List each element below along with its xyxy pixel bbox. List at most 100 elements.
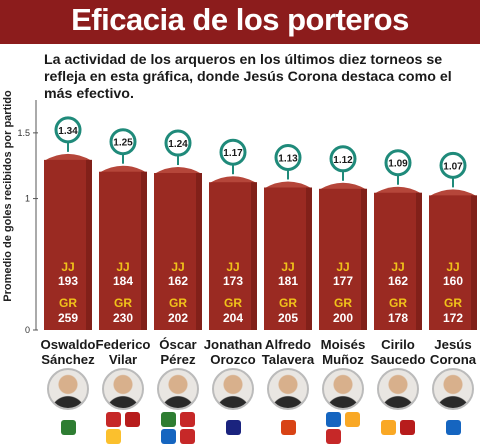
gr-value: 259 (58, 311, 78, 325)
gr-label: GR (169, 296, 187, 310)
player-first-name: Oswaldo (40, 337, 96, 352)
jj-label: JJ (391, 260, 404, 274)
player-name: Óscar Pérez (148, 337, 208, 367)
club-logo (125, 412, 140, 427)
gr-value: 230 (113, 311, 133, 325)
player-last-name: Pérez (160, 351, 196, 367)
jj-value: 177 (333, 274, 353, 288)
bar-top (209, 176, 257, 184)
player-name: Alfredo Talavera (258, 337, 318, 367)
club-logo (326, 429, 341, 444)
player-last-name: Saucedo (370, 351, 426, 367)
gr-label: GR (114, 296, 132, 310)
bar-top (264, 181, 312, 189)
bar-shade (196, 173, 202, 330)
player-name: Federico Vilar (93, 337, 153, 367)
club-logo (161, 429, 176, 444)
value-badge (439, 151, 467, 179)
jj-value: 181 (278, 274, 298, 288)
page-title: Eficacia de los porteros (71, 2, 409, 37)
player-name: Oswaldo Sánchez (38, 337, 98, 367)
jj-label: JJ (61, 260, 74, 274)
jj-label: JJ (446, 260, 459, 274)
value-label: 1.25 (113, 138, 133, 149)
club-logo (446, 420, 461, 435)
club-logo (180, 412, 195, 427)
player-photo (157, 368, 199, 410)
bar-top (154, 167, 202, 175)
player-last-name: Orozco (210, 351, 256, 367)
value-badge (219, 138, 247, 166)
value-badge (164, 129, 192, 157)
player-first-name: Cirilo (381, 337, 415, 352)
gr-value: 178 (388, 311, 408, 325)
value-label: 1.07 (443, 161, 463, 172)
player-photo (322, 368, 364, 410)
jj-label: JJ (171, 260, 184, 274)
club-logo (61, 420, 76, 435)
gr-label: GR (334, 296, 352, 310)
player-last-name: Vilar (108, 351, 138, 367)
bar-top (44, 153, 92, 161)
gr-value: 172 (443, 311, 463, 325)
value-badge (384, 149, 412, 177)
bar (44, 159, 92, 330)
player-photo (267, 368, 309, 410)
bar-shade (141, 171, 147, 330)
club-logo (106, 412, 121, 427)
jj-label: JJ (336, 260, 349, 274)
bar (319, 188, 367, 330)
bar (99, 171, 147, 330)
jj-label: JJ (281, 260, 294, 274)
jj-label: JJ (116, 260, 129, 274)
jj-value: 162 (168, 274, 188, 288)
player-first-name: Óscar (159, 337, 197, 352)
player-photo (432, 368, 474, 410)
gr-value: 200 (333, 311, 353, 325)
player-photo (212, 368, 254, 410)
player-last-name: Sánchez (41, 351, 95, 367)
value-label: 1.13 (278, 153, 298, 164)
y-tick-label: 0 (25, 325, 30, 335)
jj-value: 173 (223, 274, 243, 288)
value-badge (329, 145, 357, 173)
bar-top (99, 165, 147, 173)
jj-value: 162 (388, 274, 408, 288)
player-first-name: Federico (95, 337, 151, 352)
club-logo (226, 420, 241, 435)
player-first-name: Moisés (320, 337, 366, 352)
player-photo (377, 368, 419, 410)
bar-shade (251, 182, 257, 330)
player-first-name: Jonathan (203, 337, 263, 352)
club-logo (326, 412, 341, 427)
bar-top (374, 186, 422, 194)
gr-label: GR (224, 296, 242, 310)
player-photo (102, 368, 144, 410)
page-subtitle: La actividad de los arqueros en los últi… (44, 52, 452, 102)
value-badge (54, 116, 82, 144)
player-name: Jesús Corona (423, 337, 480, 367)
title-banner: Eficacia de los porteros (0, 0, 480, 44)
bar (209, 182, 257, 330)
player-name: Cirilo Saucedo (368, 337, 428, 367)
bar-shade (306, 187, 312, 330)
value-label: 1.12 (333, 155, 353, 166)
gr-label: GR (279, 296, 297, 310)
gr-value: 205 (278, 311, 298, 325)
value-badge (109, 128, 137, 156)
club-logo (106, 429, 121, 444)
jj-value: 184 (113, 274, 133, 288)
player-name: Jonathan Orozco (203, 337, 263, 367)
value-label: 1.24 (168, 139, 188, 150)
bar-shade (471, 195, 477, 330)
value-label: 1.34 (58, 126, 78, 137)
club-logo (180, 429, 195, 444)
club-logo (345, 412, 360, 427)
player-last-name: Talavera (261, 351, 315, 367)
player-first-name: Jesús (434, 337, 472, 352)
player-photo (47, 368, 89, 410)
bar (374, 192, 422, 330)
value-badge (274, 143, 302, 171)
y-tick-label: 1 (25, 194, 30, 204)
